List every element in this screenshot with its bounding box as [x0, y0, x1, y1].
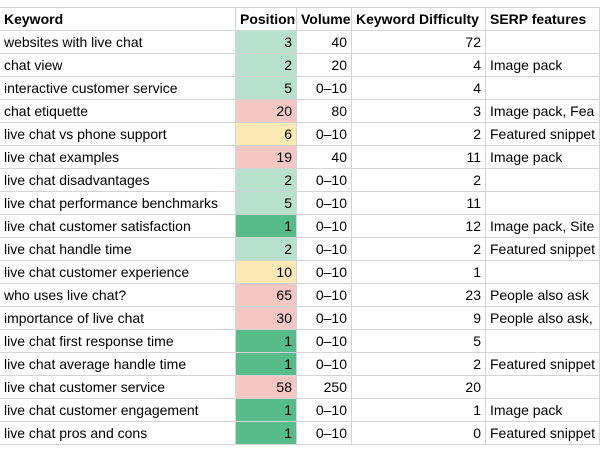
position-cell: 1: [236, 353, 297, 376]
position-cell: 1: [236, 422, 297, 445]
keyword-cell: importance of live chat: [0, 307, 236, 330]
position-cell: 58: [236, 376, 297, 399]
column-header: Keyword: [0, 8, 236, 31]
serp-cell: People also ask,: [486, 307, 600, 330]
serp-cell: [486, 192, 600, 215]
difficulty-cell: 72: [352, 31, 486, 54]
difficulty-cell: 2: [352, 169, 486, 192]
position-cell: 1: [236, 215, 297, 238]
keyword-cell: live chat disadvantages: [0, 169, 236, 192]
difficulty-cell: 1: [352, 399, 486, 422]
keyword-cell: live chat pros and cons: [0, 422, 236, 445]
keyword-cell: live chat customer service: [0, 376, 236, 399]
difficulty-cell: 20: [352, 376, 486, 399]
position-cell: 19: [236, 146, 297, 169]
keyword-cell: chat view: [0, 54, 236, 77]
serp-cell: [486, 261, 600, 284]
difficulty-cell: 2: [352, 238, 486, 261]
difficulty-cell: 0: [352, 422, 486, 445]
difficulty-cell: 11: [352, 192, 486, 215]
volume-cell: 0–10: [297, 77, 352, 100]
position-cell: 2: [236, 169, 297, 192]
position-cell: 30: [236, 307, 297, 330]
serp-cell: [486, 169, 600, 192]
keyword-cell: live chat customer satisfaction: [0, 215, 236, 238]
keyword-cell: live chat customer engagement: [0, 399, 236, 422]
serp-cell: [486, 376, 600, 399]
position-cell: 65: [236, 284, 297, 307]
serp-cell: Featured snippet: [486, 353, 600, 376]
difficulty-cell: 2: [352, 123, 486, 146]
keyword-cell: interactive customer service: [0, 77, 236, 100]
volume-cell: 0–10: [297, 192, 352, 215]
position-cell: 6: [236, 123, 297, 146]
keyword-cell: live chat vs phone support: [0, 123, 236, 146]
serp-cell: Image pack: [486, 146, 600, 169]
difficulty-cell: 1: [352, 261, 486, 284]
volume-cell: 0–10: [297, 422, 352, 445]
volume-cell: 20: [297, 54, 352, 77]
difficulty-cell: 12: [352, 215, 486, 238]
volume-cell: 0–10: [297, 353, 352, 376]
volume-cell: 0–10: [297, 169, 352, 192]
volume-cell: 0–10: [297, 238, 352, 261]
position-cell: 1: [236, 330, 297, 353]
volume-cell: 0–10: [297, 307, 352, 330]
serp-cell: Featured snippet: [486, 123, 600, 146]
difficulty-cell: 11: [352, 146, 486, 169]
column-header: Position: [236, 8, 297, 31]
volume-cell: 80: [297, 100, 352, 123]
serp-cell: [486, 77, 600, 100]
serp-cell: Image pack: [486, 54, 600, 77]
position-cell: 2: [236, 54, 297, 77]
volume-cell: 250: [297, 376, 352, 399]
keyword-cell: live chat handle time: [0, 238, 236, 261]
difficulty-cell: 4: [352, 77, 486, 100]
position-cell: 2: [236, 238, 297, 261]
volume-cell: 0–10: [297, 399, 352, 422]
keyword-cell: live chat customer experience: [0, 261, 236, 284]
column-header: Volume: [297, 8, 352, 31]
difficulty-cell: 2: [352, 353, 486, 376]
grid-line: [0, 7, 600, 8]
keyword-cell: who uses live chat?: [0, 284, 236, 307]
position-cell: 1: [236, 399, 297, 422]
volume-cell: 0–10: [297, 123, 352, 146]
position-cell: 10: [236, 261, 297, 284]
serp-cell: [486, 31, 600, 54]
serp-cell: Featured snippet: [486, 422, 600, 445]
column-header: SERP features: [486, 8, 600, 31]
volume-cell: 0–10: [297, 261, 352, 284]
difficulty-cell: 3: [352, 100, 486, 123]
position-cell: 5: [236, 192, 297, 215]
position-cell: 3: [236, 31, 297, 54]
serp-cell: [486, 330, 600, 353]
keyword-cell: live chat performance benchmarks: [0, 192, 236, 215]
serp-cell: Image pack: [486, 399, 600, 422]
column-header: Keyword Difficulty: [352, 8, 486, 31]
keyword-cell: live chat average handle time: [0, 353, 236, 376]
volume-cell: 40: [297, 146, 352, 169]
difficulty-cell: 5: [352, 330, 486, 353]
serp-cell: Image pack, Fea: [486, 100, 600, 123]
volume-cell: 40: [297, 31, 352, 54]
position-cell: 5: [236, 77, 297, 100]
keyword-cell: live chat first response time: [0, 330, 236, 353]
difficulty-cell: 9: [352, 307, 486, 330]
volume-cell: 0–10: [297, 330, 352, 353]
serp-cell: Featured snippet: [486, 238, 600, 261]
position-cell: 20: [236, 100, 297, 123]
volume-cell: 0–10: [297, 284, 352, 307]
keyword-cell: chat etiquette: [0, 100, 236, 123]
volume-cell: 0–10: [297, 215, 352, 238]
difficulty-cell: 23: [352, 284, 486, 307]
serp-cell: Image pack, Site: [486, 215, 600, 238]
difficulty-cell: 4: [352, 54, 486, 77]
serp-cell: People also ask: [486, 284, 600, 307]
keyword-cell: live chat examples: [0, 146, 236, 169]
keyword-cell: websites with live chat: [0, 31, 236, 54]
